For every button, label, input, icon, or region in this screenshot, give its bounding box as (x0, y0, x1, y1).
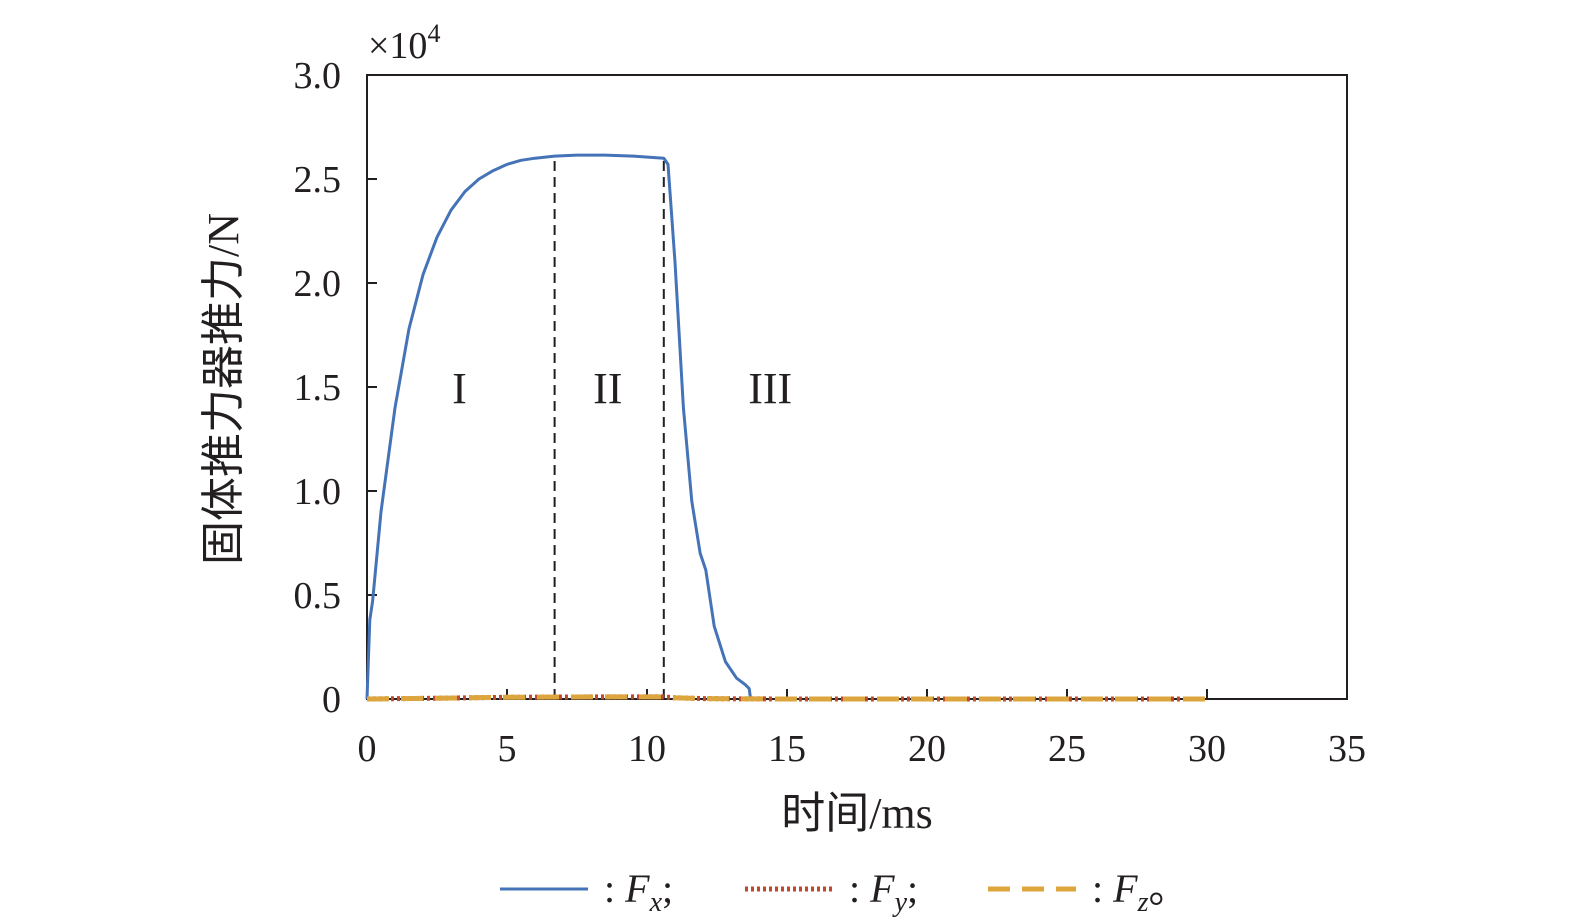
x-tick-label: 15 (768, 728, 806, 770)
legend-label-fz: : Fz。 (1092, 866, 1188, 918)
x-tick-label: 35 (1328, 728, 1366, 770)
y-tick-label: 2.5 (294, 159, 342, 201)
y-axis-multiplier: ×104 (368, 19, 440, 67)
legend: : Fx; : Fy; : Fz。 (500, 866, 1188, 918)
region-labels: I II III (452, 364, 792, 413)
series-line-fx (365, 153, 753, 700)
x-tick-label: 0 (358, 728, 377, 770)
legend-label-fx: : Fx; (604, 866, 673, 918)
region-label: III (748, 364, 792, 413)
series-layer (365, 153, 1207, 702)
legend-label-fy: : Fy; (849, 866, 918, 918)
y-tick-label: 3.0 (294, 55, 342, 97)
plot-frame (366, 74, 1348, 700)
x-tick-label: 5 (498, 728, 517, 770)
y-axis-multiplier-exponent: 4 (427, 19, 440, 48)
y-axis-ticks: 0 0.5 1.0 1.5 2.0 2.5 3.0 (294, 55, 377, 721)
region-label: I (452, 364, 467, 413)
y-axis-title: 固体推力器推力/N (199, 213, 248, 565)
y-axis-multiplier-base: ×10 (368, 25, 427, 67)
y-tick-label: 2.0 (294, 263, 342, 305)
y-tick-label: 1.0 (294, 471, 342, 513)
region-label: II (593, 364, 622, 413)
y-tick-label: 0.5 (294, 575, 342, 617)
x-tick-label: 10 (628, 728, 666, 770)
x-axis-ticks: 0 5 10 15 20 25 30 35 (358, 689, 1366, 770)
x-tick-label: 25 (1048, 728, 1086, 770)
series-line-fz (366, 694, 1207, 702)
y-tick-label: 1.5 (294, 367, 342, 409)
x-tick-label: 20 (908, 728, 946, 770)
region-dividers (553, 156, 665, 699)
x-axis-title: 时间/ms (781, 789, 933, 838)
y-tick-label: 0 (322, 679, 341, 721)
x-tick-label: 30 (1188, 728, 1226, 770)
